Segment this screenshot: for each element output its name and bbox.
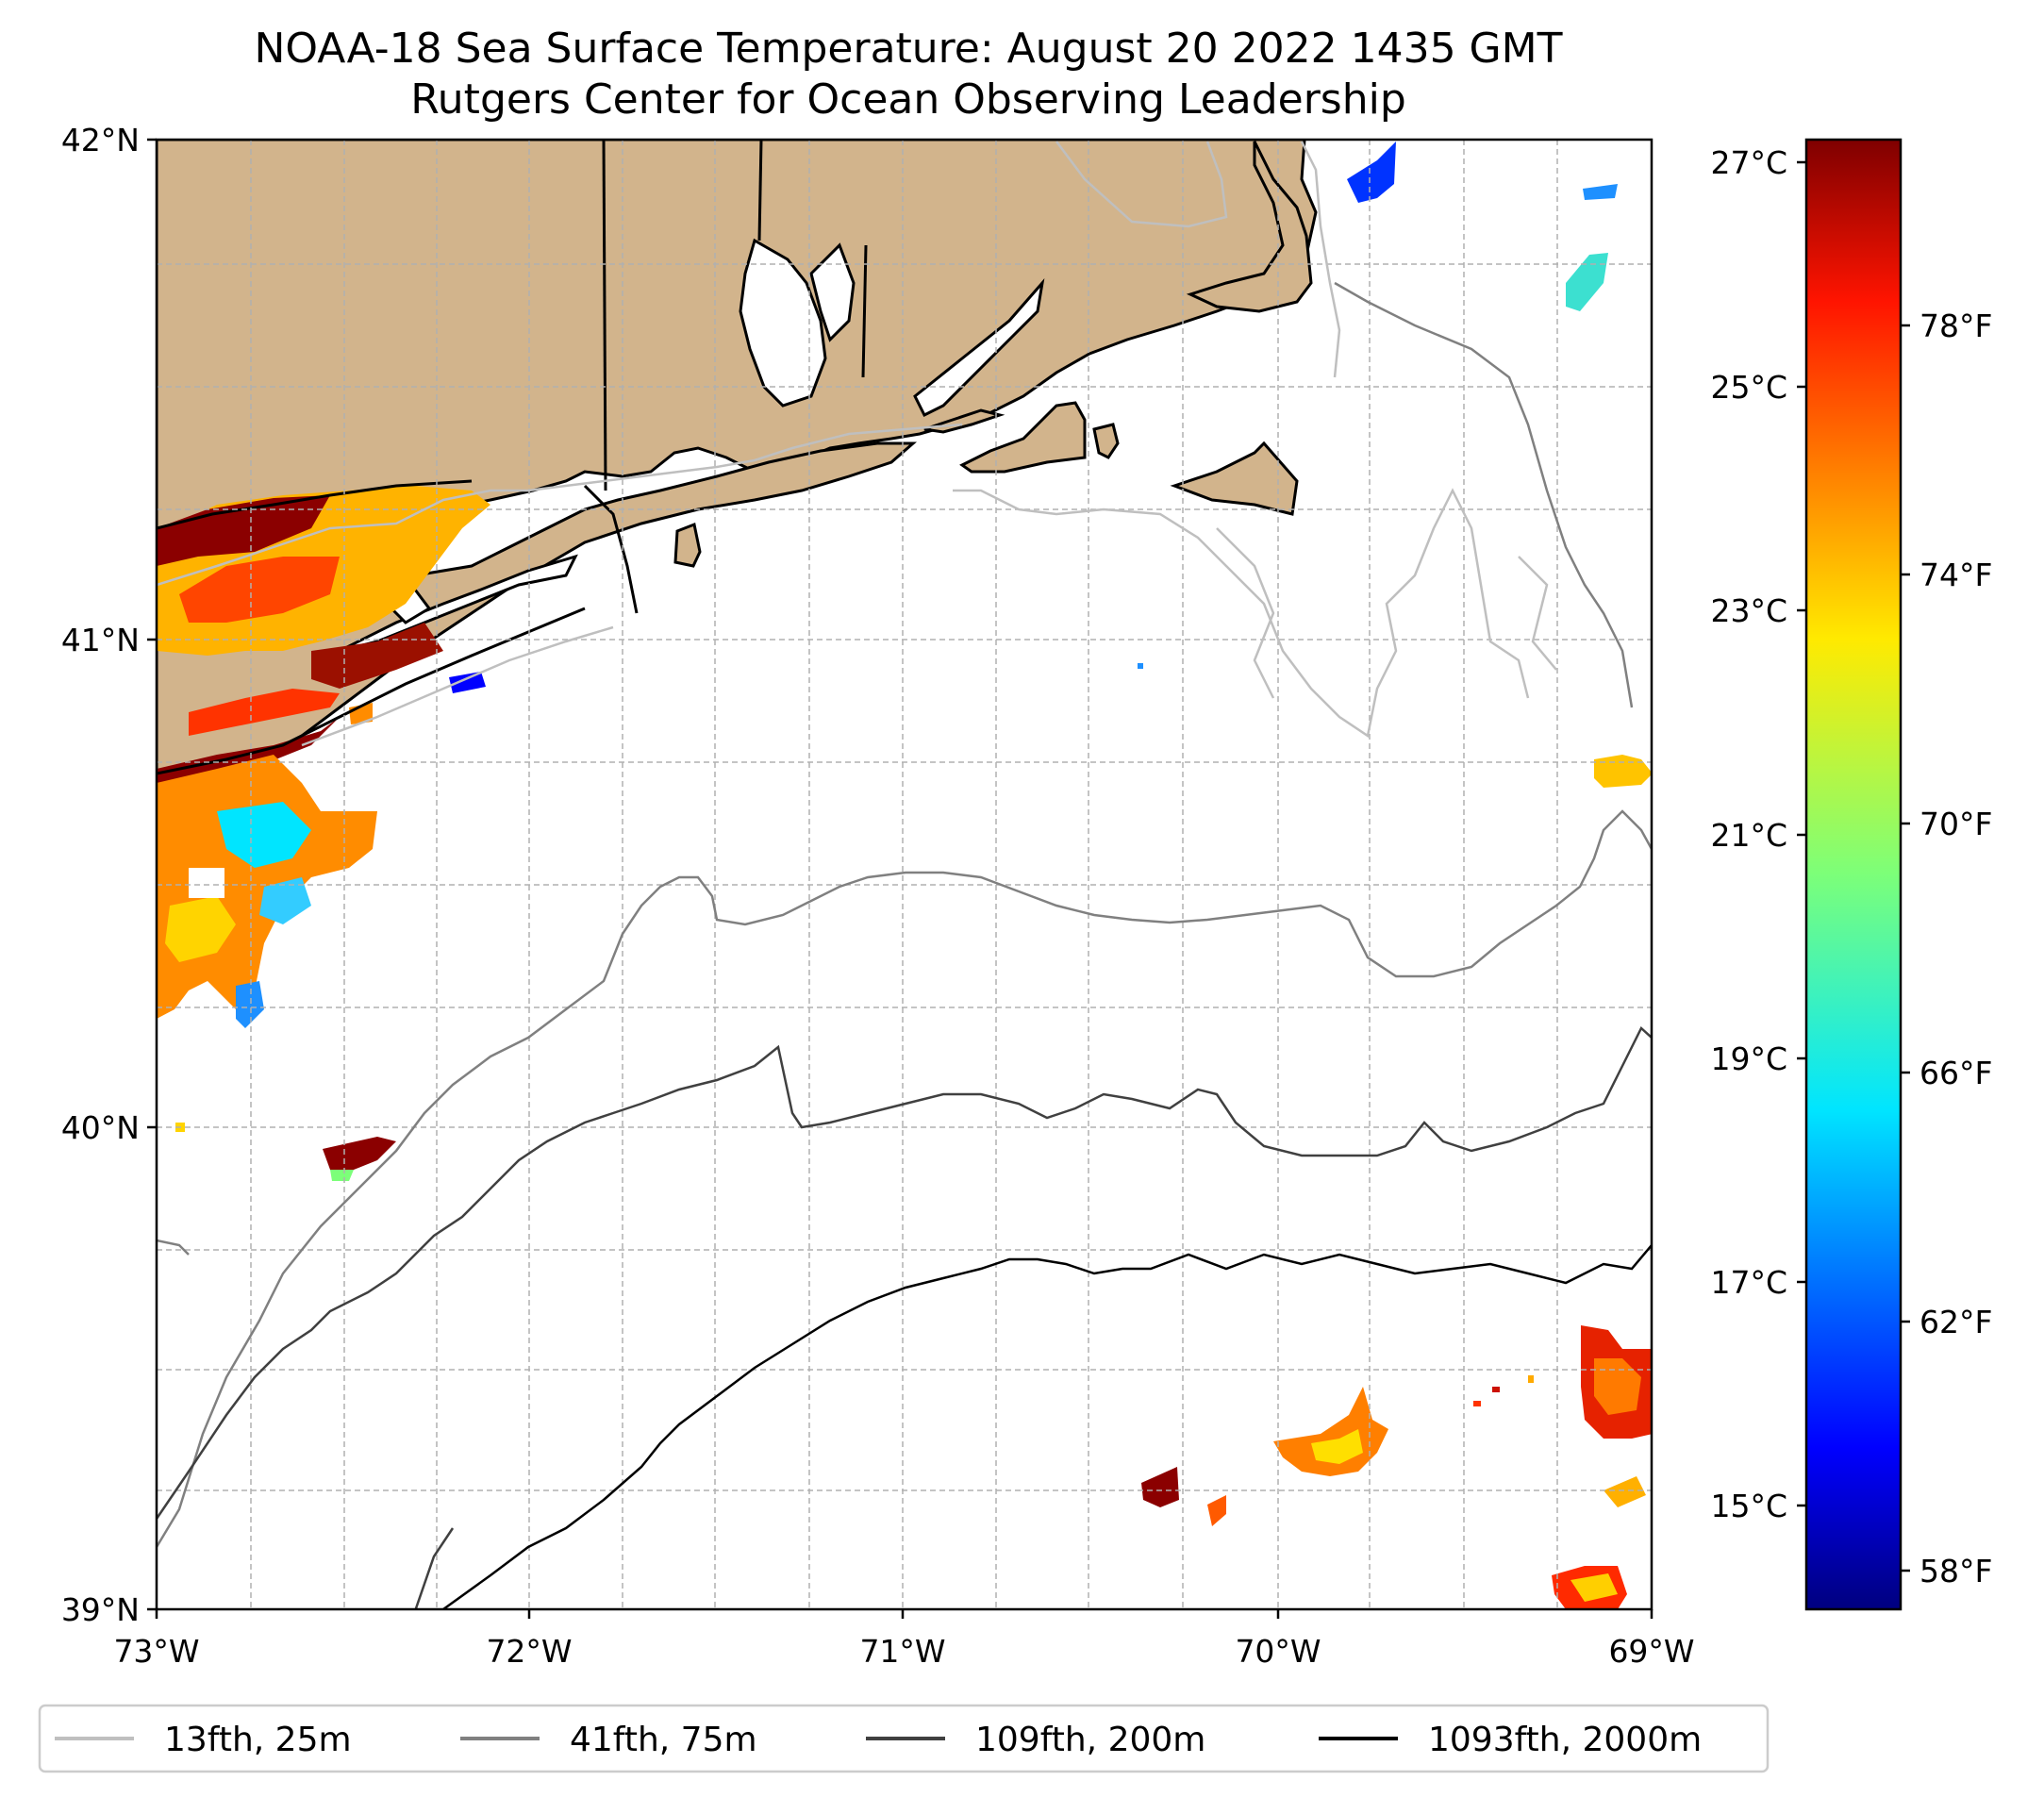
peconic-bay	[339, 554, 578, 653]
mount-hope-bay	[809, 242, 856, 342]
celsius-label-21: 21°C	[1710, 817, 1787, 854]
legend-item: 41fth, 75m	[460, 1721, 757, 1759]
chappaquiddick	[1092, 423, 1120, 459]
legend-label-25m: 13fth, 25m	[164, 1721, 352, 1759]
sst-ne-small	[1583, 184, 1618, 200]
long-island	[157, 441, 918, 775]
sst-shelf-patch	[323, 1137, 396, 1170]
colorbar-celsius-labels: 27°C 25°C 23°C 21°C 19°C 17°C 15°C	[1710, 144, 1787, 1524]
sst-south-4-core	[1594, 1358, 1641, 1415]
lon-label-69: 69°W	[1608, 1633, 1694, 1670]
sst-ne-cyan	[1566, 253, 1608, 311]
contour-75m	[157, 281, 1652, 1548]
sst-dot-2	[1473, 1401, 1481, 1406]
bays	[339, 238, 1045, 653]
ma-ri-border-2	[861, 244, 868, 378]
li-south-shore	[157, 607, 586, 775]
colorbar-gradient	[1804, 138, 1903, 1611]
sst-south-2	[1141, 1467, 1179, 1507]
fahrenheit-label-58: 58°F	[1919, 1553, 1992, 1589]
longitude-labels: 73°W 72°W 71°W 70°W 69°W	[113, 1633, 1694, 1670]
lon-label-72: 72°W	[486, 1633, 572, 1670]
sst-patches	[157, 141, 1652, 1609]
fahrenheit-label-70: 70°F	[1919, 806, 1992, 842]
legend: 13fth, 25m 41fth, 75m 109fth, 200m 1093f…	[38, 1704, 1770, 1773]
lat-label-42: 42°N	[61, 122, 140, 158]
sst-li-sound-inner	[179, 557, 340, 623]
sst-shelf-patch-edge	[330, 1170, 354, 1181]
map-frame	[155, 138, 1653, 1611]
sst-nyb-yellow	[165, 896, 236, 962]
lon-label-71: 71°W	[859, 1633, 945, 1670]
contour-2000m	[442, 1244, 1652, 1609]
sst-nyb-gap	[189, 868, 224, 898]
map-panel	[157, 140, 1652, 1609]
fahrenheit-label-78: 78°F	[1919, 308, 1992, 344]
celsius-label-25: 25°C	[1710, 369, 1787, 406]
contour-200m	[157, 1025, 1652, 1609]
ri-ct-border	[602, 140, 607, 491]
sst-dot-4	[1528, 1375, 1534, 1383]
sst-nyb-cool-2	[259, 877, 311, 924]
ma-ri-border	[757, 140, 763, 241]
sst-south-6-core	[1570, 1573, 1618, 1602]
legend-label-200m: 109fth, 200m	[975, 1721, 1205, 1759]
celsius-label-19: 19°C	[1710, 1040, 1787, 1077]
sst-south-1-core	[1311, 1429, 1363, 1464]
sst-dot-3	[1492, 1387, 1500, 1392]
sst-south-3	[1207, 1495, 1226, 1526]
lon-label-73: 73°W	[113, 1633, 199, 1670]
lat-label-40: 40°N	[61, 1109, 140, 1146]
sst-dot-1	[1138, 663, 1143, 669]
bathymetry-contours	[157, 141, 1652, 1609]
lon-label-70: 70°W	[1235, 1633, 1321, 1670]
legend-label-2000m: 1093fth, 2000m	[1428, 1721, 1702, 1759]
colorbar: 27°C 25°C 23°C 21°C 19°C 17°C 15°C 78°F …	[1710, 138, 1992, 1611]
contour-25m	[157, 141, 1557, 747]
fahrenheit-label-74: 74°F	[1919, 557, 1992, 593]
title-line-1: NOAA-18 Sea Surface Temperature: August …	[255, 25, 1563, 73]
fahrenheit-label-66: 66°F	[1919, 1055, 1992, 1091]
montauk-line	[583, 484, 639, 614]
colorbar-fahrenheit-ticks	[1901, 324, 1910, 1572]
sst-east-edge	[1594, 755, 1652, 788]
fahrenheit-label-62: 62°F	[1919, 1304, 1992, 1340]
sst-small-1	[449, 672, 486, 693]
nantucket	[1170, 441, 1299, 516]
legend-item: 13fth, 25m	[55, 1721, 352, 1759]
li-north-shore	[157, 479, 473, 530]
celsius-label-23: 23°C	[1710, 592, 1787, 629]
sst-li-shore	[157, 717, 340, 783]
colorbar-fahrenheit-labels: 78°F 74°F 70°F 66°F 62°F 58°F	[1919, 308, 1992, 1589]
coastline-overlay	[157, 140, 868, 775]
legend-item: 109fth, 200m	[866, 1721, 1205, 1759]
buzzards-bay	[913, 278, 1045, 418]
colorbar-celsius-ticks	[1797, 160, 1806, 1507]
latitude-labels: 42°N 41°N 40°N 39°N	[61, 122, 140, 1628]
cape-cod	[1186, 141, 1313, 313]
narragansett-bay	[739, 238, 827, 408]
sst-li-sound-west	[157, 495, 330, 566]
lat-label-41: 41°N	[61, 622, 140, 658]
block-island	[673, 522, 702, 568]
sst-south-5	[1604, 1476, 1646, 1507]
celsius-label-27: 27°C	[1710, 144, 1787, 181]
sst-nyb-cool-1	[217, 802, 311, 868]
celsius-label-15: 15°C	[1710, 1488, 1787, 1524]
marthas-vineyard	[959, 401, 1087, 474]
grid-lines	[157, 140, 1652, 1609]
legend-label-75m: 41fth, 75m	[570, 1721, 757, 1759]
title-line-2: Rutgers Center for Ocean Observing Leade…	[410, 75, 1406, 124]
celsius-label-17: 17°C	[1710, 1264, 1787, 1301]
sst-ne-blue	[1347, 141, 1396, 203]
axis-ticks	[147, 138, 1653, 1619]
legend-item: 1093fth, 2000m	[1319, 1721, 1702, 1759]
sst-nyb-cool-3	[236, 981, 264, 1028]
lat-label-39: 39°N	[61, 1591, 140, 1628]
sst-li-shore-2	[189, 689, 340, 736]
